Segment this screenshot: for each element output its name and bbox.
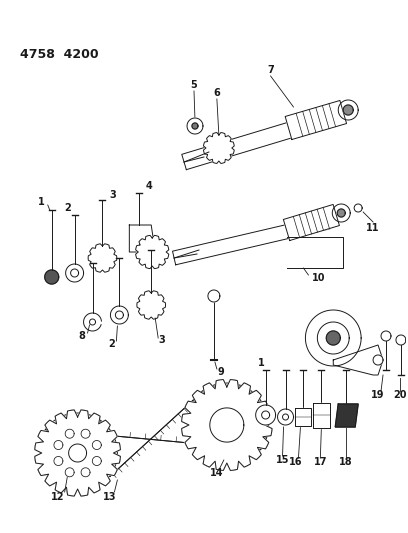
Polygon shape <box>192 123 198 129</box>
Polygon shape <box>135 236 169 269</box>
Polygon shape <box>173 215 330 265</box>
Polygon shape <box>65 468 74 477</box>
Polygon shape <box>92 456 101 465</box>
Polygon shape <box>81 468 90 477</box>
Text: 17: 17 <box>314 457 327 467</box>
Polygon shape <box>337 209 345 217</box>
Polygon shape <box>35 410 120 496</box>
Polygon shape <box>277 409 293 425</box>
Polygon shape <box>313 403 330 428</box>
Text: 12: 12 <box>51 492 64 502</box>
Text: 10: 10 <box>312 273 325 283</box>
Polygon shape <box>354 204 362 212</box>
Polygon shape <box>81 429 90 438</box>
Text: 2: 2 <box>64 203 71 213</box>
Polygon shape <box>88 244 117 272</box>
Text: 19: 19 <box>371 390 385 400</box>
Polygon shape <box>54 456 63 465</box>
Polygon shape <box>204 133 234 164</box>
Polygon shape <box>326 331 340 345</box>
Text: 11: 11 <box>366 223 380 233</box>
Polygon shape <box>306 310 361 366</box>
Polygon shape <box>338 100 358 120</box>
Text: 4: 4 <box>146 181 153 191</box>
Text: 5: 5 <box>191 80 197 90</box>
Text: 20: 20 <box>393 390 407 400</box>
Polygon shape <box>35 410 120 496</box>
Polygon shape <box>187 118 203 134</box>
Polygon shape <box>208 290 220 302</box>
Polygon shape <box>65 429 74 438</box>
Polygon shape <box>129 225 155 252</box>
Polygon shape <box>396 335 406 345</box>
Polygon shape <box>81 468 90 477</box>
Text: 3: 3 <box>159 335 166 345</box>
Polygon shape <box>182 112 326 169</box>
Text: 6: 6 <box>213 88 220 98</box>
Polygon shape <box>65 429 74 438</box>
Polygon shape <box>137 291 166 319</box>
Polygon shape <box>381 331 391 341</box>
Polygon shape <box>81 429 90 438</box>
Polygon shape <box>66 264 84 282</box>
Text: 15: 15 <box>276 455 289 465</box>
Polygon shape <box>92 456 101 465</box>
Polygon shape <box>54 440 63 449</box>
Polygon shape <box>335 404 358 427</box>
Text: 1: 1 <box>38 197 45 207</box>
Polygon shape <box>54 440 63 449</box>
Polygon shape <box>373 355 383 365</box>
Polygon shape <box>332 204 350 222</box>
Text: 18: 18 <box>339 457 353 467</box>
Polygon shape <box>182 379 272 471</box>
Polygon shape <box>256 405 275 425</box>
Polygon shape <box>65 468 74 477</box>
Polygon shape <box>45 383 268 477</box>
Polygon shape <box>284 205 339 240</box>
Text: 9: 9 <box>217 367 224 377</box>
Text: 7: 7 <box>267 65 274 75</box>
Text: 2: 2 <box>108 339 115 349</box>
Polygon shape <box>285 101 346 140</box>
Text: 14: 14 <box>210 468 224 478</box>
Polygon shape <box>333 345 383 375</box>
Text: 8: 8 <box>78 331 85 341</box>
Polygon shape <box>210 408 244 442</box>
Polygon shape <box>182 379 272 471</box>
Polygon shape <box>343 105 353 115</box>
Text: 4758  4200: 4758 4200 <box>20 48 98 61</box>
Polygon shape <box>92 440 101 449</box>
Polygon shape <box>92 440 101 449</box>
Text: 3: 3 <box>109 190 116 200</box>
Text: 16: 16 <box>289 457 302 467</box>
Text: 13: 13 <box>103 492 116 502</box>
Polygon shape <box>295 408 311 426</box>
Polygon shape <box>111 306 129 324</box>
Polygon shape <box>45 270 59 284</box>
Text: 1: 1 <box>258 358 265 368</box>
Polygon shape <box>54 456 63 465</box>
